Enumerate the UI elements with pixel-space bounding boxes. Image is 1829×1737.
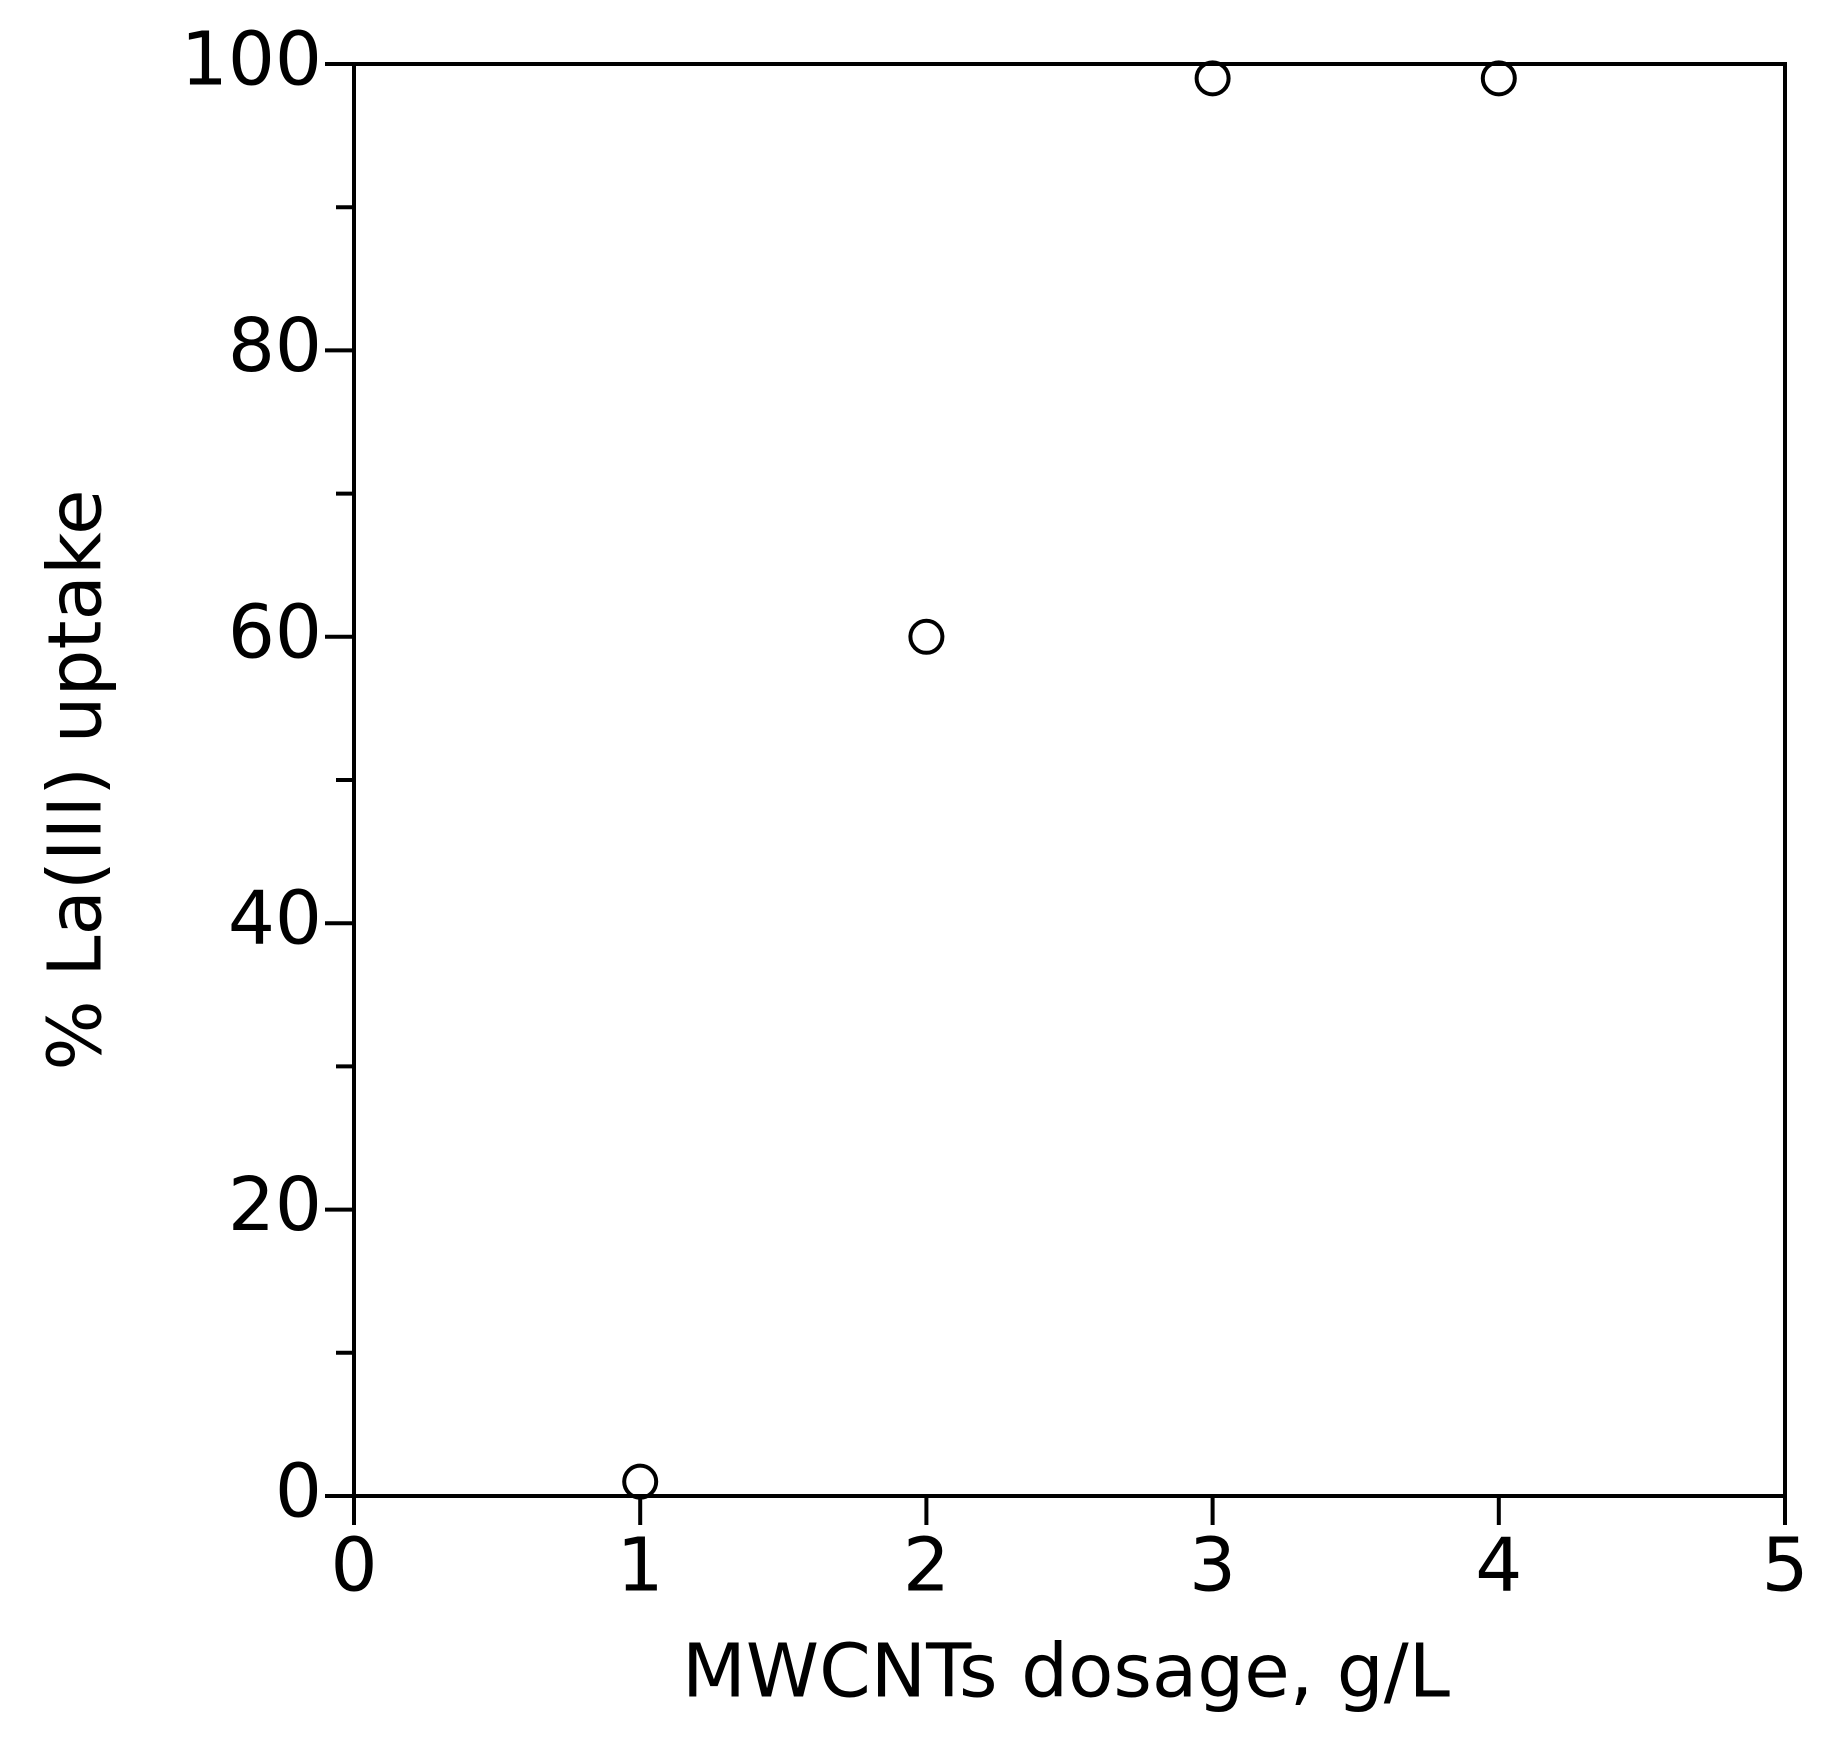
plot-frame [352, 62, 1787, 1498]
y-tick-label: 60 [228, 589, 322, 675]
data-point [908, 618, 945, 655]
x-tick-label: 2 [903, 1523, 950, 1609]
y-tick-label: 20 [228, 1162, 322, 1248]
y-tick-label: 0 [275, 1449, 322, 1535]
data-point [1194, 60, 1231, 97]
data-point [622, 1463, 659, 1500]
y-tick-label: 80 [228, 303, 322, 389]
x-axis-label: MWCNTs dosage, g/L [682, 1629, 1450, 1715]
y-axis-label: % La(III) uptake [33, 489, 119, 1070]
x-tick-label: 1 [617, 1523, 664, 1609]
x-tick-label: 0 [330, 1523, 377, 1609]
y-tick-label: 100 [181, 17, 322, 103]
y-tick-label: 40 [228, 876, 322, 962]
x-tick-label: 4 [1475, 1523, 1522, 1609]
x-tick-label: 3 [1189, 1523, 1236, 1609]
data-point [1480, 60, 1517, 97]
x-tick-label: 5 [1761, 1523, 1808, 1609]
